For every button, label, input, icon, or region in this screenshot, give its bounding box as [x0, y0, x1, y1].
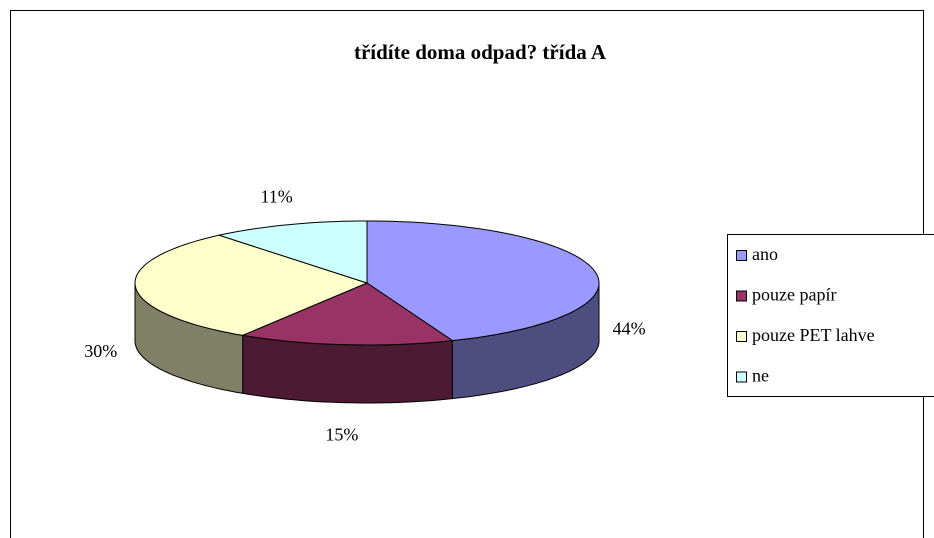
- pie-slice: [240, 282, 454, 346]
- chart-title: třídíte doma odpad? třída A: [354, 40, 607, 64]
- legend-label: ne: [752, 366, 769, 386]
- pie-side: [242, 334, 453, 404]
- legend-swatch: [736, 371, 747, 383]
- pie-slice: [134, 234, 369, 336]
- data-label: 30%: [84, 341, 117, 361]
- legend-swatch: [736, 250, 747, 261]
- data-label: 44%: [613, 318, 646, 338]
- legend-label: pouze papír: [752, 285, 836, 305]
- data-label: 11%: [260, 187, 292, 207]
- legend-label: pouze PET lahve: [752, 325, 875, 345]
- legend-swatch: [736, 331, 747, 342]
- legend-swatch: [736, 290, 747, 302]
- pie-slice: [217, 220, 368, 284]
- pie-slice: [366, 220, 600, 342]
- legend-label: ano: [752, 244, 778, 264]
- legend-box: [727, 234, 934, 397]
- data-label: 15%: [325, 425, 358, 445]
